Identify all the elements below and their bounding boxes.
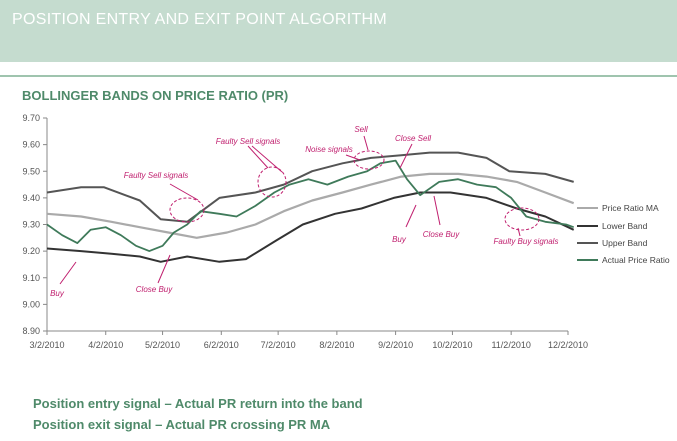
x-tick-label: 4/2/2010 xyxy=(88,340,123,350)
annotation-label: Faulty Sell signals xyxy=(124,171,188,180)
annotation-label: Close Buy xyxy=(423,230,460,239)
signal-circle xyxy=(257,166,287,198)
annotation-arrow xyxy=(345,154,361,161)
annotation-label: Faulty Sell signals xyxy=(216,137,280,146)
series-line-price-ratio-ma xyxy=(46,172,575,239)
signal-circle xyxy=(353,150,385,170)
x-tick-label: 5/2/2010 xyxy=(145,340,180,350)
annotation-arrow xyxy=(59,261,77,285)
annotation-arrow xyxy=(157,254,171,284)
annotation-arrow xyxy=(169,183,199,201)
y-tick-label: 9.20 xyxy=(22,246,40,256)
annotation-label: Close Buy xyxy=(136,285,173,294)
legend-entry: Price Ratio MA xyxy=(602,203,659,213)
annotation-label: Buy xyxy=(50,289,65,298)
annotation-label: Noise signals xyxy=(305,145,353,154)
y-tick-label: 9.60 xyxy=(22,140,40,150)
y-tick-label: 9.30 xyxy=(22,220,40,230)
x-tick-label: 7/2/2010 xyxy=(261,340,296,350)
footnote-entry-signal: Position entry signal – Actual PR return… xyxy=(33,396,363,411)
x-tick-label: 10/2/2010 xyxy=(432,340,472,350)
header-band xyxy=(0,0,677,62)
page-title: POSITION ENTRY AND EXIT POINT ALGORITHM xyxy=(12,11,388,28)
legend: Price Ratio MA Lower Band Upper Band Actual… xyxy=(577,203,670,265)
x-tick-label: 3/2/2010 xyxy=(29,340,64,350)
chart-title: BOLLINGER BANDS ON PRICE RATIO (PR) xyxy=(22,88,289,103)
footnote-exit-signal: Position exit signal – Actual PR crossin… xyxy=(33,417,331,432)
annotations: Buy Close Buy Faulty Sell signals Faulty Se… xyxy=(50,125,558,298)
x-tick-label: 11/2/2010 xyxy=(491,340,530,350)
divider xyxy=(0,75,677,77)
series-lines xyxy=(46,151,575,263)
annotation-arrow xyxy=(433,195,441,226)
x-tick-label: 6/2/2010 xyxy=(204,340,239,350)
annotation-arrow xyxy=(247,145,269,169)
y-tick-label: 9.40 xyxy=(22,193,40,203)
annotation-label: Close Sell xyxy=(395,134,431,143)
legend-entry: Actual Price Ratio xyxy=(602,255,670,265)
annotation-label: Faulty Buy signals xyxy=(494,237,559,246)
annotation-label: Buy xyxy=(392,235,407,244)
signal-circle xyxy=(504,207,540,231)
x-tick-label: 9/2/2010 xyxy=(378,340,413,350)
series-line-actual-price-ratio xyxy=(46,159,575,252)
legend-entry: Lower Band xyxy=(602,221,648,231)
series-line-upper-band xyxy=(46,151,574,223)
y-tick-label: 9.00 xyxy=(22,299,40,309)
y-tick-label: 9.50 xyxy=(22,166,40,176)
annotation-label: Sell xyxy=(354,125,368,134)
signal-circle xyxy=(169,197,205,223)
annotation-arrow xyxy=(399,143,413,169)
y-tick-label: 9.70 xyxy=(22,113,40,123)
x-tick-label: 12/2/2010 xyxy=(548,340,588,350)
series-line-lower-band xyxy=(46,191,575,263)
annotation-arrow xyxy=(363,135,369,151)
y-tick-label: 8.90 xyxy=(22,326,40,336)
legend-entry: Upper Band xyxy=(602,238,648,248)
plot-frame: 8.90 9.00 9.10 9.20 9.30 9.40 9.50 9.60 9.70 3/2/… xyxy=(22,113,588,350)
y-tick-label: 9.10 xyxy=(22,273,40,283)
annotation-arrow xyxy=(517,227,521,237)
annotation-arrow xyxy=(251,145,283,173)
x-tick-label: 8/2/2010 xyxy=(319,340,354,350)
annotation-arrow xyxy=(405,204,417,228)
